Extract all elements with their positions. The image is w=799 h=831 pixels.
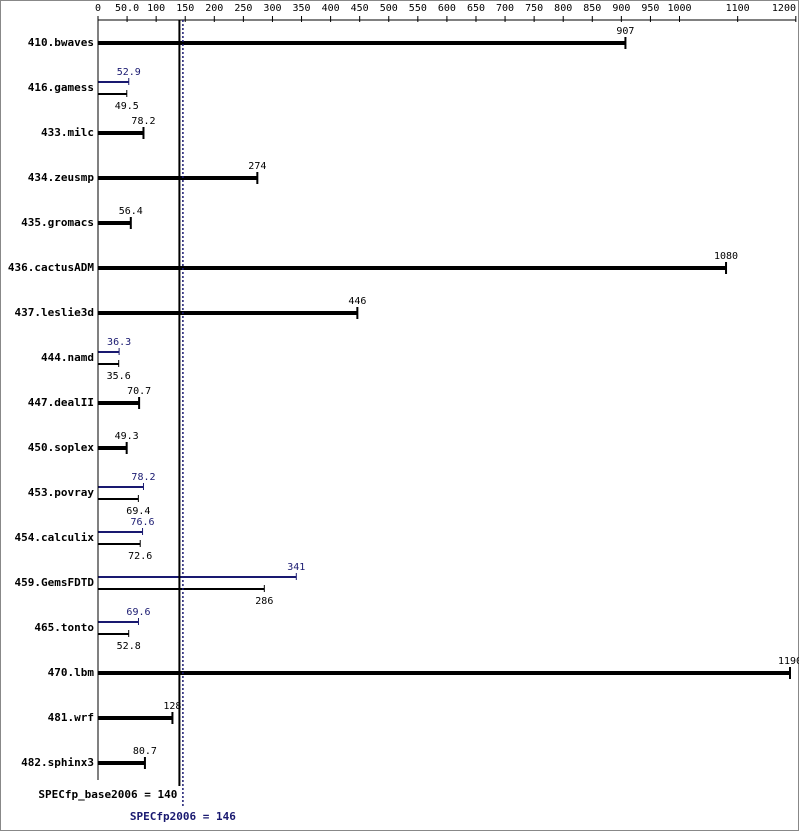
bar xyxy=(98,671,790,675)
bar xyxy=(98,266,727,270)
value-label: 72.6 xyxy=(128,551,152,562)
value-label: 274 xyxy=(248,161,266,172)
category-label: 436.cactusADM xyxy=(8,261,94,274)
x-tick-label: 50.0 xyxy=(115,3,139,14)
x-tick-label: 650 xyxy=(467,3,485,14)
value-label: 286 xyxy=(255,596,273,607)
value-label: 1190 xyxy=(778,656,799,667)
bar xyxy=(98,498,139,500)
category-label: 481.wrf xyxy=(48,711,94,724)
x-tick-label: 1200 xyxy=(772,3,796,14)
value-label: 907 xyxy=(616,26,634,37)
category-label: 416.gamess xyxy=(28,81,94,94)
bar xyxy=(98,81,129,83)
value-label: 78.2 xyxy=(131,472,155,483)
x-tick-label: 800 xyxy=(554,3,572,14)
x-tick-label: 150 xyxy=(176,3,194,14)
category-label: 447.dealII xyxy=(28,396,94,409)
bar xyxy=(98,221,131,225)
value-label: 70.7 xyxy=(127,386,151,397)
value-label: 69.6 xyxy=(126,607,150,618)
category-label: 433.milc xyxy=(41,126,94,139)
category-label: 444.namd xyxy=(41,351,94,364)
x-tick-label: 950 xyxy=(641,3,659,14)
value-label: 1080 xyxy=(714,251,738,262)
value-label: 446 xyxy=(348,296,366,307)
x-tick-label: 750 xyxy=(525,3,543,14)
x-tick-label: 1000 xyxy=(667,3,691,14)
category-label: 437.leslie3d xyxy=(15,306,94,319)
x-tick-label: 900 xyxy=(612,3,630,14)
bar xyxy=(98,588,265,590)
bar xyxy=(98,363,119,365)
x-tick-label: 300 xyxy=(263,3,281,14)
value-label: 52.8 xyxy=(117,641,141,652)
value-label: 69.4 xyxy=(126,506,150,517)
bar xyxy=(98,486,144,488)
x-tick-label: 400 xyxy=(322,3,340,14)
x-tick-label: 100 xyxy=(147,3,165,14)
x-tick-label: 550 xyxy=(409,3,427,14)
value-label: 36.3 xyxy=(107,337,131,348)
value-label: 49.3 xyxy=(115,431,139,442)
bar xyxy=(98,576,297,578)
x-tick-label: 500 xyxy=(380,3,398,14)
x-tick-label: 1100 xyxy=(726,3,750,14)
category-label: 434.zeusmp xyxy=(28,171,95,184)
bar xyxy=(98,446,127,450)
reference-label: SPECfp_base2006 = 140 xyxy=(38,788,177,801)
x-tick-label: 850 xyxy=(583,3,601,14)
bar xyxy=(98,93,127,95)
bar xyxy=(98,176,258,180)
bar xyxy=(98,41,626,45)
x-tick-label: 600 xyxy=(438,3,456,14)
value-label: 78.2 xyxy=(131,116,155,127)
reference-label: SPECfp2006 = 146 xyxy=(130,810,236,823)
bar xyxy=(98,621,139,623)
bar xyxy=(98,761,145,765)
category-label: 470.lbm xyxy=(48,666,95,679)
value-label: 128 xyxy=(163,701,181,712)
category-label: 465.tonto xyxy=(34,621,94,634)
category-label: 454.calculix xyxy=(15,531,95,544)
category-label: 450.soplex xyxy=(28,441,95,454)
bar xyxy=(98,716,173,720)
x-tick-label: 200 xyxy=(205,3,223,14)
x-tick-label: 250 xyxy=(234,3,252,14)
x-tick-label: 0 xyxy=(95,3,101,14)
x-tick-label: 450 xyxy=(351,3,369,14)
x-tick-label: 700 xyxy=(496,3,514,14)
bar xyxy=(98,401,140,405)
category-label: 482.sphinx3 xyxy=(21,756,94,769)
value-label: 56.4 xyxy=(119,206,143,217)
bar xyxy=(98,131,144,135)
bar xyxy=(98,531,143,533)
bar xyxy=(98,543,141,545)
value-label: 52.9 xyxy=(117,67,141,78)
category-label: 453.povray xyxy=(28,486,95,499)
bar xyxy=(98,311,358,315)
value-label: 76.6 xyxy=(130,517,154,528)
x-tick-label: 350 xyxy=(292,3,310,14)
bar xyxy=(98,351,120,353)
value-label: 80.7 xyxy=(133,746,157,757)
category-label: 459.GemsFDTD xyxy=(15,576,95,589)
value-label: 49.5 xyxy=(115,101,139,112)
value-label: 341 xyxy=(287,562,305,573)
category-label: 435.gromacs xyxy=(21,216,94,229)
value-label: 35.6 xyxy=(107,371,131,382)
bar xyxy=(98,633,129,635)
category-label: 410.bwaves xyxy=(28,36,94,49)
